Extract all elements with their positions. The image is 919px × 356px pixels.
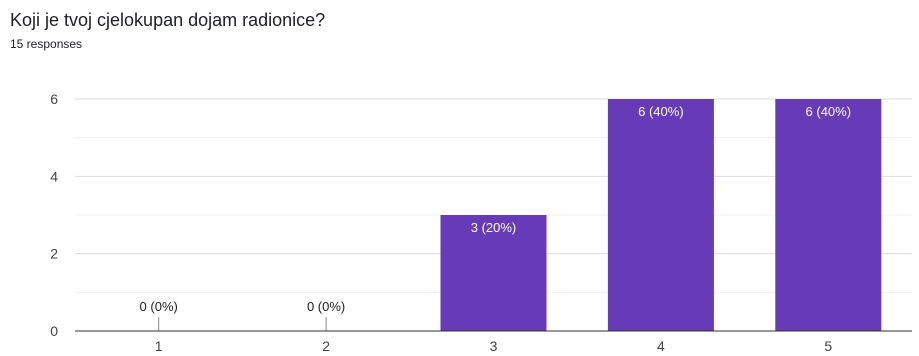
y-axis: 0 2 4 6 [50,91,58,339]
bars: 0 (0%) 0 (0%) 3 (20%) 6 (40%) 6 (40%) [140,99,882,331]
chart-header: Koji je tvoj cjelokupan dojam radionice?… [10,8,325,52]
data-label: 6 (40%) [638,104,684,119]
bar-3 [440,215,547,331]
data-label: 0 (0%) [140,299,178,314]
bar-5 [775,99,882,331]
y-tick-label: 4 [50,168,58,184]
data-label: 3 (20%) [471,220,517,235]
x-tick-label: 2 [322,338,330,354]
x-tick-label: 5 [824,338,832,354]
question-title: Koji je tvoj cjelokupan dojam radionice? [10,10,326,30]
x-axis: 1 2 3 4 5 [75,330,912,354]
data-label: 0 (0%) [307,299,345,314]
x-tick-label: 3 [490,338,498,354]
data-label: 6 (40%) [806,104,852,119]
y-tick-label: 0 [50,323,58,339]
y-tick-label: 2 [50,246,58,262]
response-count: 15 responses [10,37,83,51]
y-tick-label: 6 [50,91,58,107]
bar-4 [607,99,714,331]
x-tick-label: 4 [657,338,665,354]
x-tick-label: 1 [155,338,163,354]
